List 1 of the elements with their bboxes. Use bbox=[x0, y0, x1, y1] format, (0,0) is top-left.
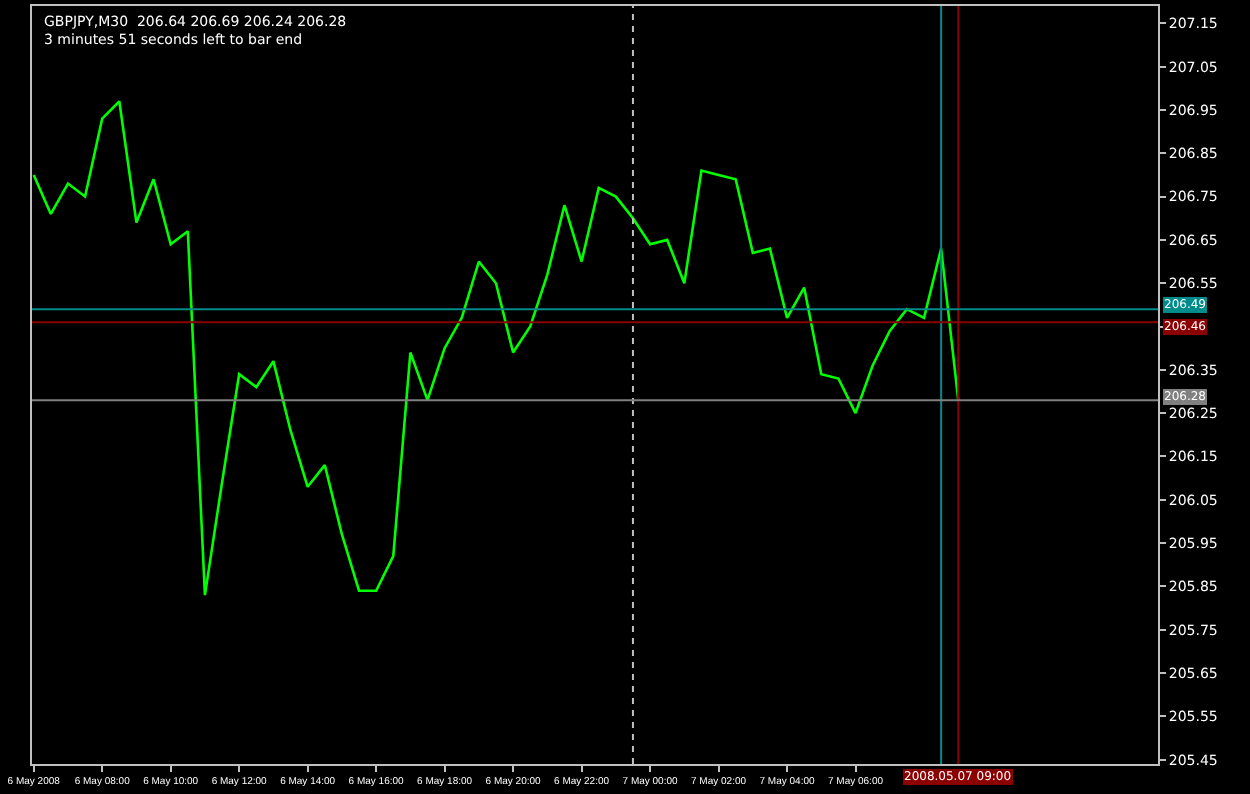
line-series bbox=[32, 100, 960, 597]
